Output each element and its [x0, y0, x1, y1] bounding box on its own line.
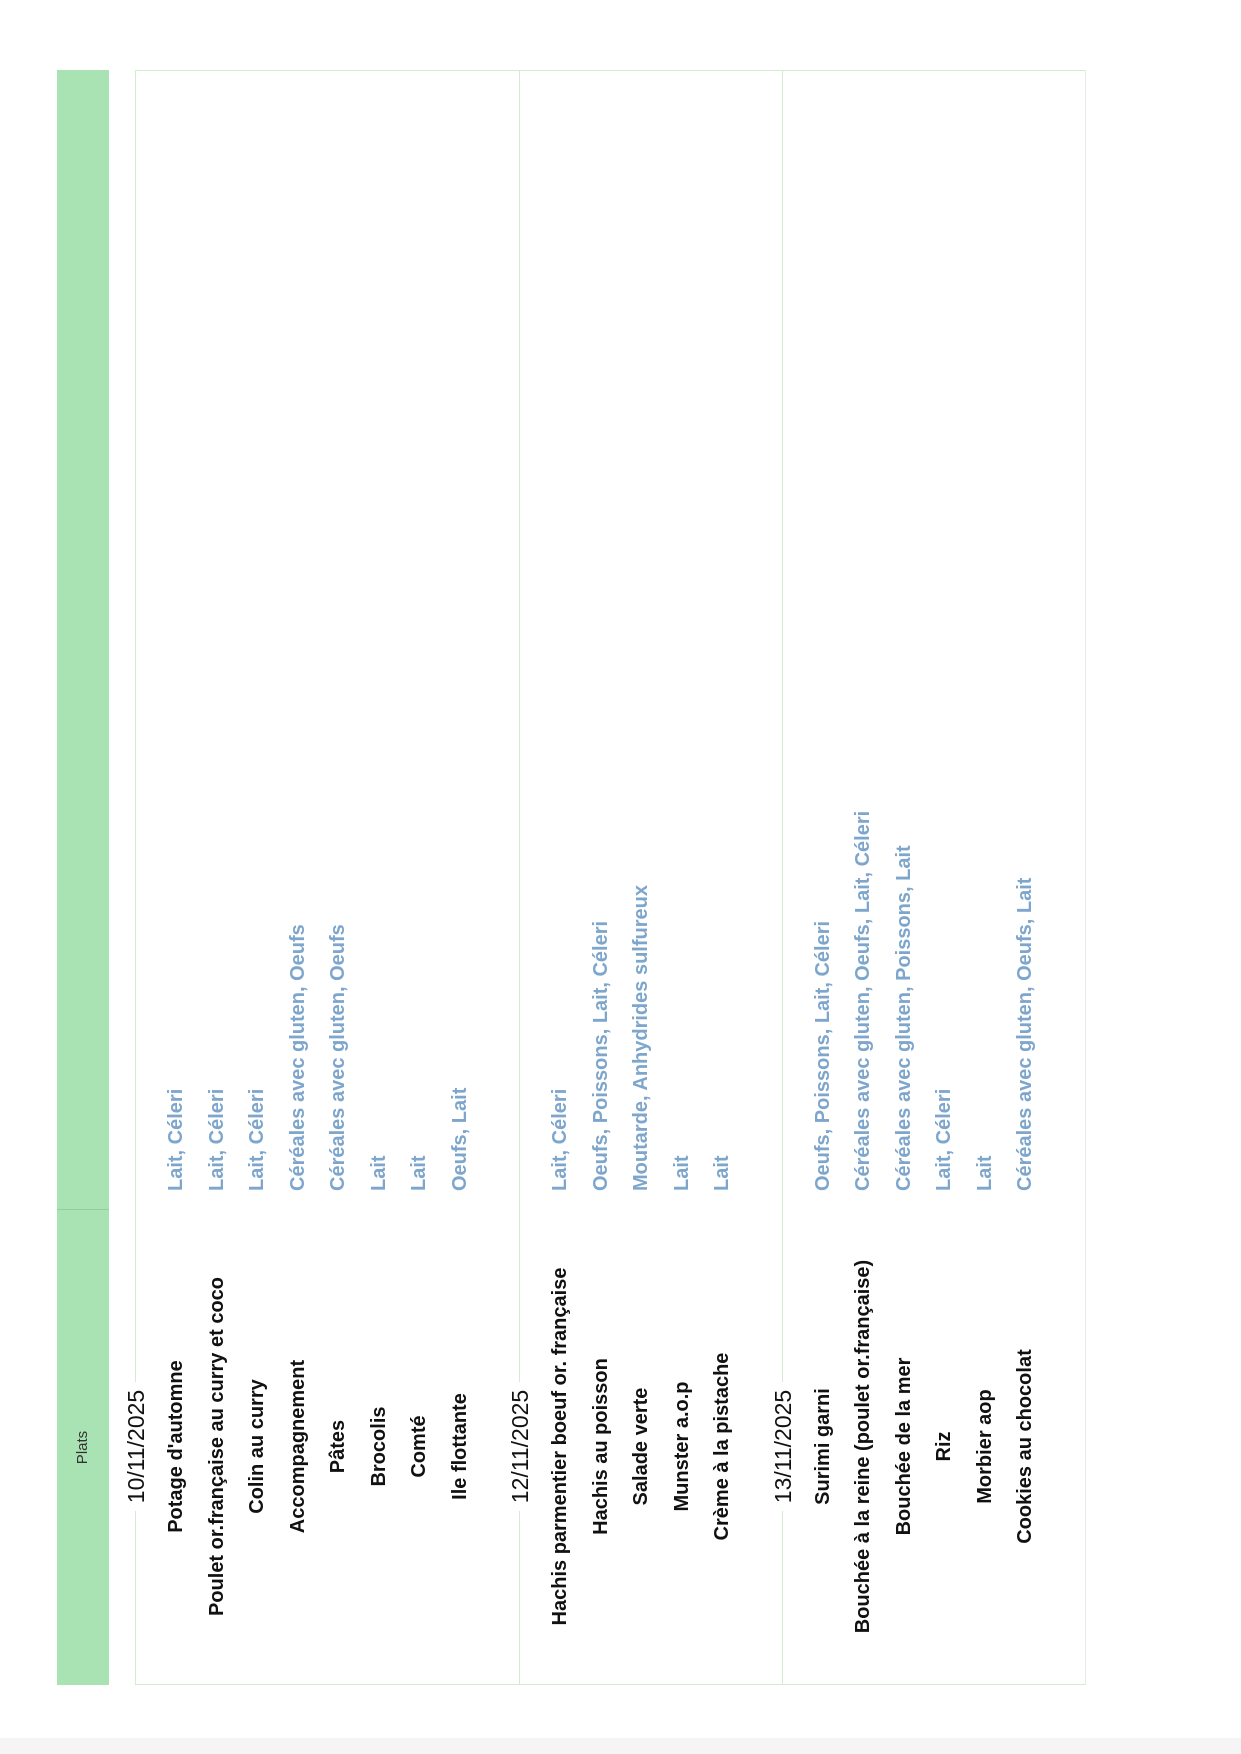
allergen-list: Céréales avec gluten, Oeufs — [327, 924, 349, 1191]
allergen-list: Lait — [711, 1155, 733, 1191]
day-groups: 10/11/2025 Potage d'automne Lait, Céleri Po… — [123, 70, 1086, 1685]
dish-name: Pâtes — [327, 1419, 349, 1474]
dish-name: Poulet or.française au curry et coco — [205, 1277, 228, 1617]
dish-name: Bouchée de la mer — [892, 1357, 915, 1536]
table-row: Accompagnement Céréales avec gluten, Oeuf… — [278, 71, 319, 1684]
day-group: 12/11/2025 Hachis parmentier boeuf or. fr… — [507, 70, 782, 1685]
day-group: 13/11/2025 Surimi garni Oeufs, Poissons, L… — [769, 70, 1086, 1685]
table-row: Poulet or.française au curry et coco Lait… — [197, 71, 238, 1684]
day-date: 13/11/2025 — [769, 1381, 796, 1512]
table-row: Hachis parmentier boeuf or. française Lai… — [540, 71, 581, 1684]
table-row: Surimi garni Oeufs, Poissons, Lait, Céler… — [803, 71, 844, 1684]
dish-name: Morbier aop — [973, 1389, 996, 1504]
allergen-list: Oeufs, Lait — [448, 1087, 471, 1191]
table-row: Ile flottante Oeufs, Lait — [440, 71, 481, 1684]
dish-name: Hachis parmentier boeuf or. française — [549, 1267, 571, 1626]
dish-name: Ile flottante — [448, 1393, 471, 1500]
allergen-list: Céréales avec gluten, Oeufs — [286, 924, 309, 1191]
dish-name: Accompagnement — [286, 1359, 309, 1534]
day-date: 10/11/2025 — [123, 1381, 149, 1512]
day-group: 10/11/2025 Potage d'automne Lait, Céleri Po… — [123, 70, 519, 1685]
allergen-list: Céréales avec gluten, Poissons, Lait — [892, 845, 915, 1191]
menu-table: Plats 10/11/2025 Potage d'automne Lait, Cé… — [57, 70, 1086, 1685]
dish-name: Riz — [933, 1431, 955, 1462]
allergen-list: Moutarde, Anhydrides sulfureux — [630, 885, 652, 1191]
day-date-row: 13/11/2025 — [768, 1209, 798, 1684]
day-date: 12/11/2025 — [507, 1381, 533, 1512]
table-row: Hachis au poisson Oeufs, Poissons, Lait, … — [581, 71, 622, 1684]
table-row: Bouchée de la mer Céréales avec gluten, P… — [884, 71, 925, 1684]
dish-name: Surimi garni — [811, 1388, 834, 1505]
dish-name: Comté — [408, 1415, 430, 1478]
allergen-list: Oeufs, Poissons, Lait, Céleri — [811, 920, 834, 1191]
allergen-list: Céréales avec gluten, Oeufs, Lait, Céler… — [852, 810, 874, 1191]
allergen-list: Lait, Céleri — [165, 1088, 187, 1191]
allergen-list: Lait — [670, 1155, 693, 1191]
table-row: Comté Lait — [399, 71, 440, 1684]
dish-name: Salade verte — [630, 1387, 652, 1506]
allergen-list: Lait, Céleri — [933, 1088, 955, 1191]
day-date-row: 12/11/2025 — [505, 1209, 535, 1684]
dish-name: Crème à la pistache — [711, 1352, 733, 1541]
header-divider — [57, 1209, 109, 1210]
table-row: Bouchée à la reine (poulet or.française)… — [843, 71, 884, 1684]
table-row: Colin au curry Lait, Céleri — [237, 71, 278, 1684]
dish-name: Cookies au chocolat — [1014, 1349, 1036, 1544]
table-row: Munster a.o.p Lait — [662, 71, 703, 1684]
table-row: Salade verte Moutarde, Anhydrides sulfure… — [621, 71, 662, 1684]
table-row: Cookies au chocolat Céréales avec gluten,… — [1005, 71, 1046, 1684]
allergen-list: Lait — [973, 1155, 996, 1191]
dish-name: Hachis au poisson — [589, 1358, 612, 1535]
table-row: Pâtes Céréales avec gluten, Oeufs — [318, 71, 359, 1684]
day-date-row: 10/11/2025 — [121, 1209, 151, 1684]
table-row: Brocolis Lait — [359, 71, 400, 1684]
table-row: Potage d'automne Lait, Céleri — [156, 71, 197, 1684]
table-header: Plats — [57, 70, 109, 1685]
allergen-list: Lait, Céleri — [549, 1088, 571, 1191]
dish-name: Brocolis — [367, 1406, 390, 1487]
allergen-list: Lait — [367, 1155, 390, 1191]
dish-name: Potage d'automne — [165, 1360, 187, 1533]
dish-name: Colin au curry — [246, 1379, 268, 1514]
header-plats: Plats — [74, 1430, 91, 1465]
dish-name: Munster a.o.p — [670, 1381, 693, 1512]
table-row: Morbier aop Lait — [965, 71, 1006, 1684]
table-row: Crème à la pistache Lait — [702, 71, 743, 1684]
allergen-list: Céréales avec gluten, Oeufs, Lait — [1014, 877, 1036, 1191]
dish-name: Bouchée à la reine (poulet or.française) — [852, 1259, 874, 1634]
page-bottom-edge — [0, 1738, 1241, 1754]
table-row: Riz Lait, Céleri — [924, 71, 965, 1684]
allergen-list: Lait, Céleri — [205, 1088, 228, 1191]
allergen-list: Lait — [408, 1155, 430, 1191]
allergen-list: Lait, Céleri — [246, 1088, 268, 1191]
allergen-list: Oeufs, Poissons, Lait, Céleri — [589, 920, 612, 1191]
